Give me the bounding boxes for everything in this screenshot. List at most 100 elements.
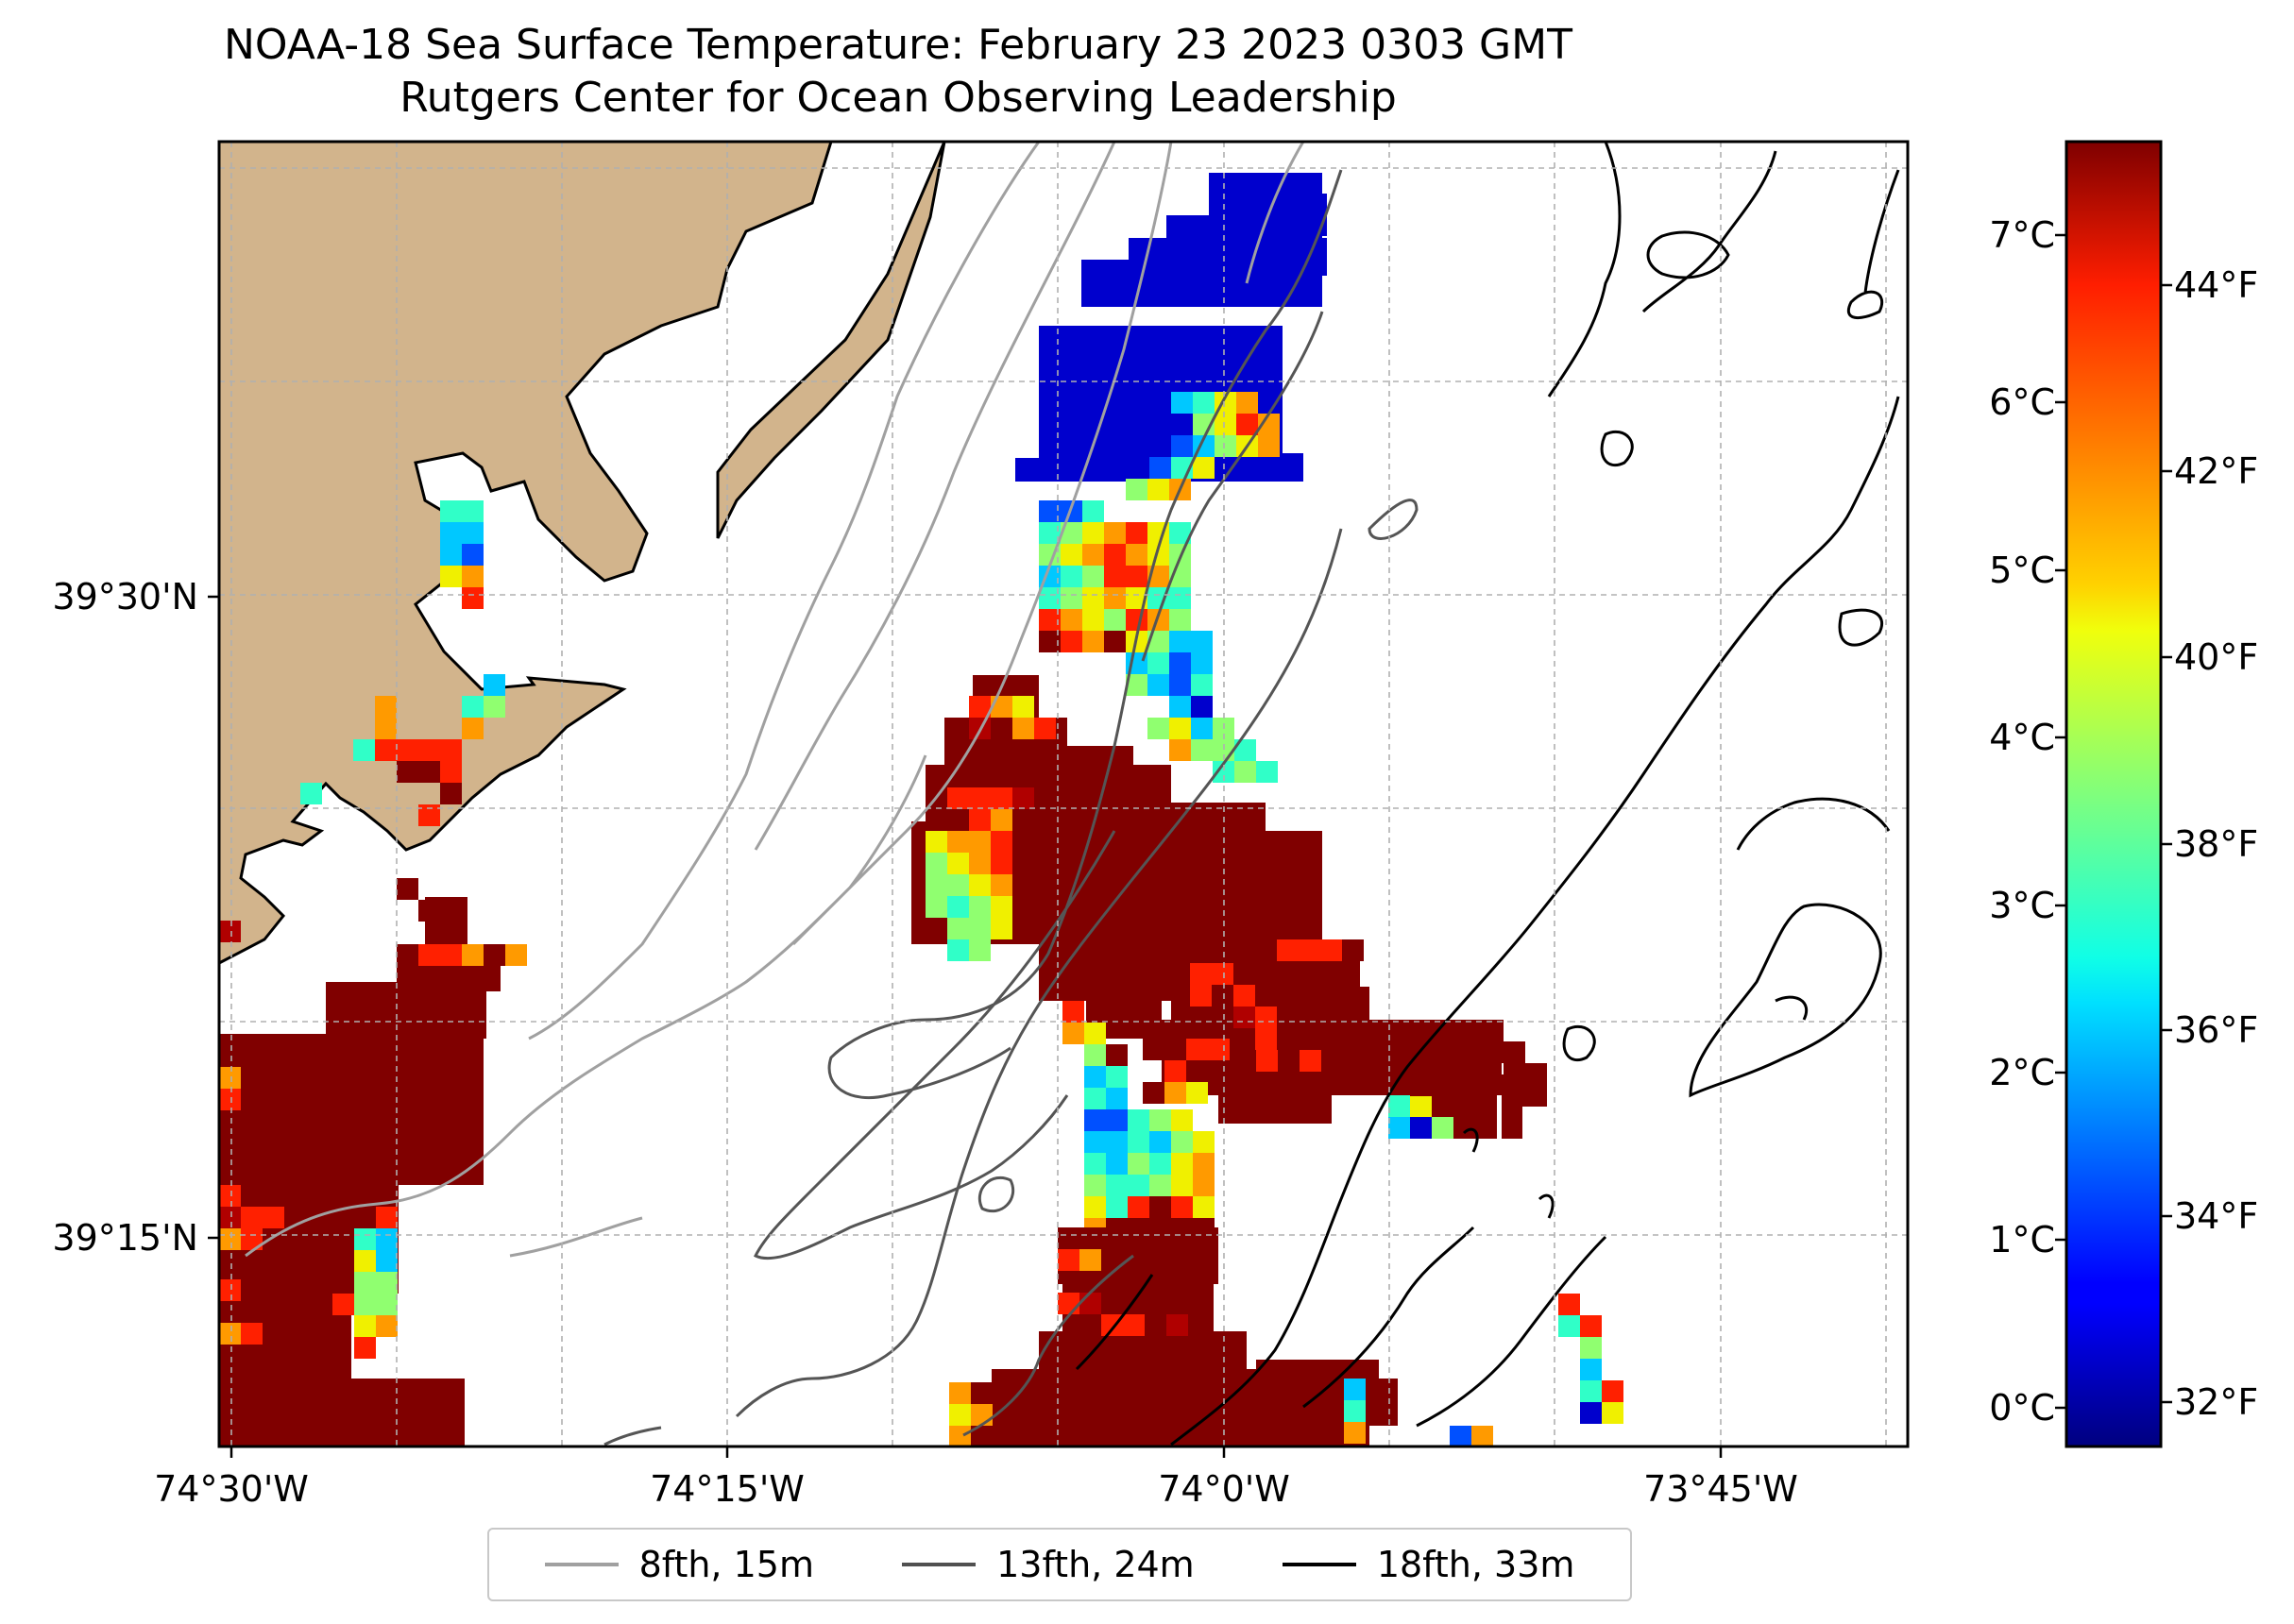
sst-cell: [1186, 1039, 1208, 1060]
sst-cell: [1580, 1359, 1602, 1380]
sst-cell: [1104, 522, 1126, 544]
sst-cell: [354, 1315, 376, 1337]
sst-cell: [1169, 739, 1191, 761]
sst-cell: [484, 944, 505, 966]
sst-cell: [1082, 566, 1104, 587]
sst-cell: [241, 1207, 263, 1228]
sst-cell: [1190, 985, 1212, 1007]
sst-cell: [1438, 1041, 1460, 1063]
sst-cell: [1147, 652, 1169, 674]
sst-cell: [1209, 173, 1322, 215]
sst-cell: [1123, 1314, 1145, 1336]
sst-cell: [1228, 1379, 1398, 1426]
celsius-tick-label: 1°C: [1989, 1219, 2055, 1260]
celsius-tick-label: 4°C: [1989, 717, 2055, 758]
sst-cell: [971, 1382, 993, 1404]
sst-cell: [1164, 1060, 1186, 1082]
sst-cell: [1039, 522, 1061, 544]
legend-label-13fth: 13fth, 24m: [996, 1544, 1195, 1585]
sst-cell: [1580, 1315, 1602, 1337]
sst-cell: [1215, 435, 1236, 457]
sst-cell: [1106, 1196, 1128, 1218]
sst-cell: [263, 1207, 284, 1228]
sst-cell: [1322, 1422, 1344, 1444]
sst-cell: [969, 809, 991, 831]
sst-cell: [440, 900, 462, 922]
x-tick-label: 73°45'W: [1643, 1468, 1798, 1510]
sst-cell: [1344, 1422, 1366, 1444]
sst-cell: [1504, 1041, 1525, 1063]
sst-cell: [1525, 1085, 1547, 1107]
sst-cell: [462, 566, 484, 587]
sst-cell: [351, 1379, 465, 1446]
sst-cell: [1061, 522, 1082, 544]
x-tick-label: 74°0'W: [1158, 1468, 1290, 1510]
sst-cell: [1417, 1020, 1438, 1041]
sst-cell: [1126, 566, 1147, 587]
sst-cell: [300, 783, 322, 804]
fahrenheit-tick-label: 42°F: [2174, 450, 2258, 492]
sst-cell: [1086, 1001, 1108, 1023]
sst-cell: [1300, 1050, 1321, 1072]
sst-cell: [440, 783, 462, 804]
sst-cell: [1061, 500, 1082, 522]
sst-cell: [241, 1323, 263, 1345]
sst-cell: [219, 1185, 241, 1207]
sst-cell: [1147, 631, 1169, 652]
sst-cell: [241, 1089, 263, 1110]
sst-cell: [462, 587, 484, 609]
sst-cell: [1410, 1117, 1432, 1139]
sst-cell: [440, 761, 462, 783]
sst-cell: [991, 918, 1012, 939]
sst-cell: [1191, 718, 1213, 739]
sst-cell: [376, 1207, 398, 1228]
contour-8fth: [245, 142, 1305, 1258]
sst-cell: [1169, 674, 1191, 696]
sst-cell: [1128, 1175, 1149, 1196]
sst-cell: [219, 1039, 389, 1057]
sst-cell: [1236, 392, 1258, 414]
y-axis-labels: 39°30'N 39°15'N: [52, 576, 198, 1259]
sst-cell: [1084, 1196, 1106, 1218]
sst-cell: [991, 831, 1012, 853]
fahrenheit-tick-label: 38°F: [2174, 823, 2258, 865]
sst-cell: [1149, 1153, 1171, 1175]
sst-cell: [1322, 1400, 1344, 1422]
sst-cell: [440, 739, 462, 761]
sst-cell: [1256, 1360, 1379, 1379]
sst-cell: [1147, 479, 1169, 500]
sst-cell: [376, 1272, 398, 1294]
sst-cell: [1233, 1028, 1255, 1050]
sst-cell: [1321, 1050, 1343, 1072]
sst-cell: [418, 900, 440, 922]
sst-cell: [1580, 1380, 1602, 1402]
sst-cell: [376, 1228, 398, 1250]
sst-cell: [354, 1294, 376, 1315]
sst-cell: [1193, 457, 1215, 479]
sst-cell: [1061, 544, 1082, 566]
sst-cell: [1061, 566, 1082, 587]
sst-cell: [949, 1404, 971, 1426]
sst-cell: [462, 944, 484, 966]
sst-cell: [1106, 1131, 1128, 1153]
sst-cell: [991, 787, 1012, 809]
legend-swatch-8fth: [544, 1563, 619, 1566]
sst-cell: [462, 500, 484, 522]
celsius-tick-label: 7°C: [1989, 214, 2055, 256]
x-tick-label: 74°15'W: [650, 1468, 805, 1510]
sst-cell: [1166, 1314, 1188, 1336]
sst-cell: [1236, 414, 1258, 435]
depth-contours: [245, 142, 1900, 1446]
sst-cell: [1106, 1044, 1128, 1066]
sst-cell: [1255, 1028, 1277, 1050]
sst-cell: [1058, 1293, 1079, 1314]
sst-cell: [1128, 1131, 1149, 1153]
sst-cell: [1320, 939, 1342, 961]
sst-cell: [1084, 1153, 1106, 1175]
sst-cell: [969, 853, 991, 874]
sst-cell: [376, 1250, 398, 1272]
sst-cell: [1193, 1196, 1215, 1218]
gridlines: [219, 142, 1908, 1446]
sst-cell: [1233, 985, 1255, 1007]
sst-cell: [1164, 1082, 1186, 1104]
